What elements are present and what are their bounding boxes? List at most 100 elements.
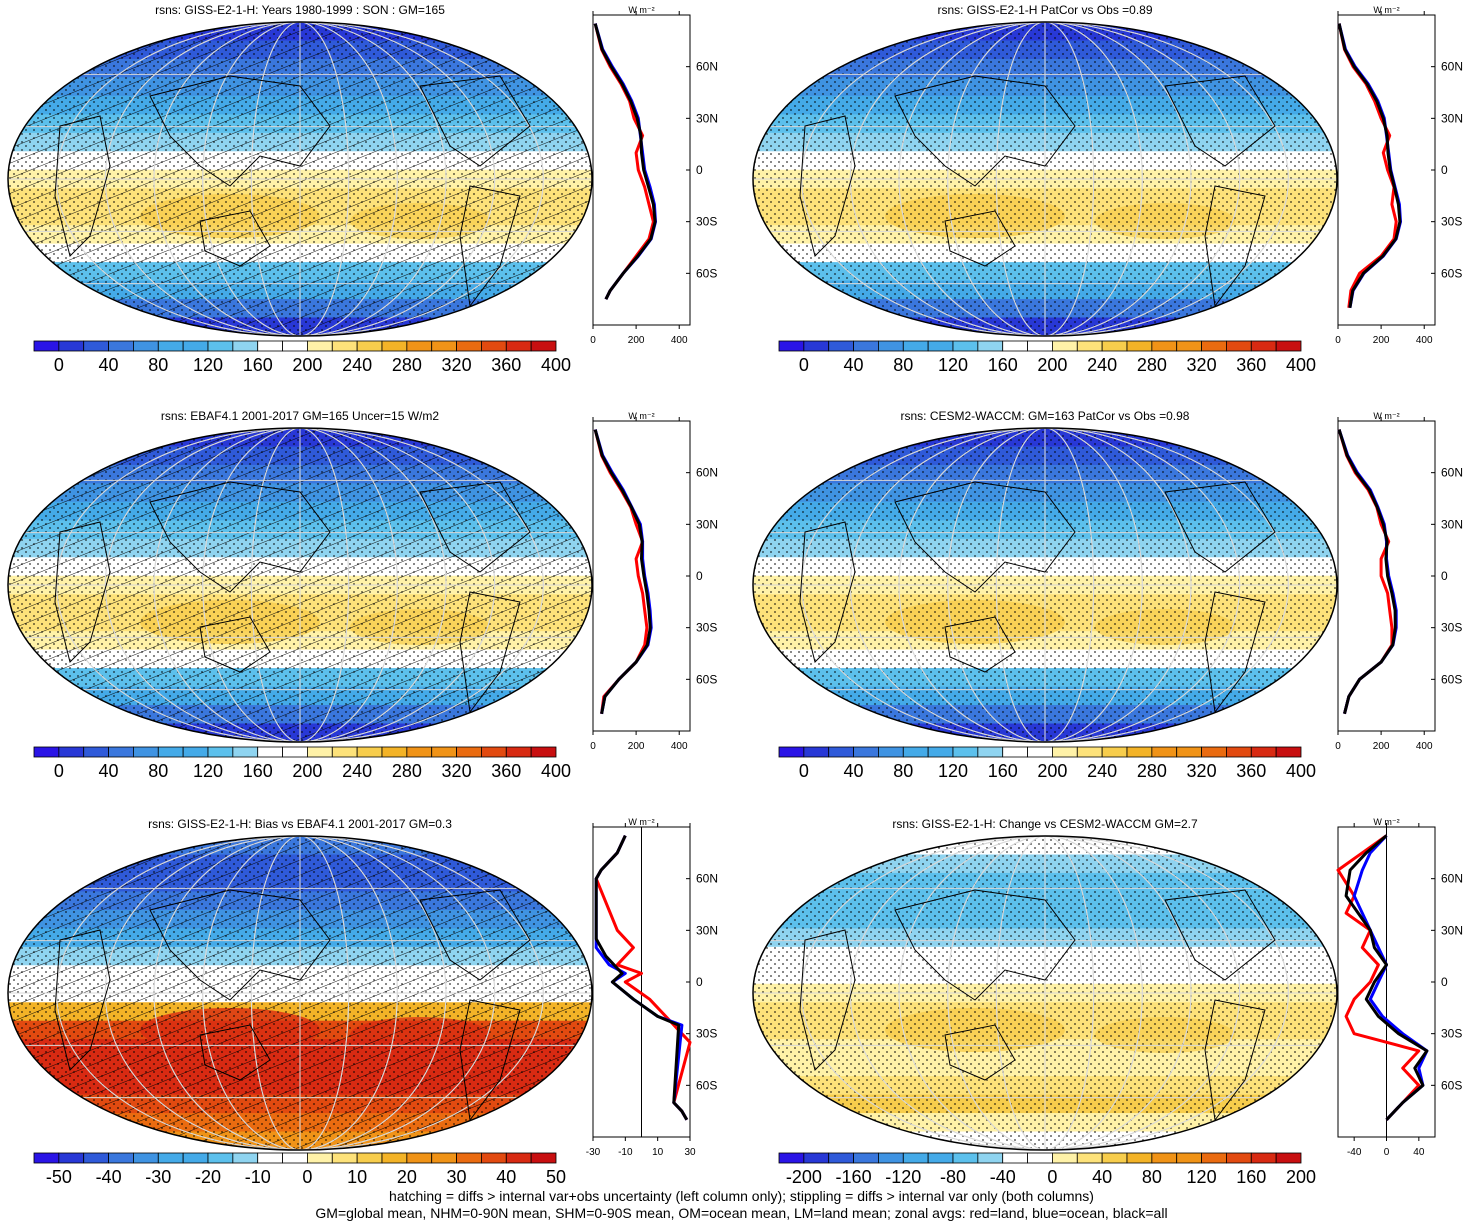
colorbar-swatch [1076, 340, 1103, 352]
colorbar-swatch [803, 1152, 830, 1164]
colorbar-swatch [307, 340, 333, 352]
panel-5-title: rsns: GISS-E2-1-H: Bias vs EBAF4.1 2001-… [148, 817, 452, 831]
panel-4: rsns: CESM2-WACCM: GM=163 PatCor vs Obs … [745, 406, 1483, 806]
colorbar-swatch [133, 746, 159, 758]
colorbar-tick-label: 120 [938, 355, 968, 375]
zonal-lat-tick: 30N [696, 517, 718, 531]
colorbar-swatch [828, 746, 854, 758]
colorbar-tick-label: 0 [302, 1167, 312, 1187]
zonal-x-tick: 200 [1373, 741, 1390, 752]
colorbar-swatch [431, 746, 457, 758]
colorbar-tick-label: -20 [195, 1167, 221, 1187]
zonal-lat-tick: 0 [1441, 163, 1448, 177]
colorbar-swatch [331, 1152, 358, 1164]
colorbar-tick-label: 120 [193, 761, 223, 781]
colorbar-tick-label: 200 [292, 355, 322, 375]
colorbar-swatch [257, 1152, 283, 1164]
colorbar-tick-label: 20 [397, 1167, 417, 1187]
panel-2: rsns: GISS-E2-1-H PatCor vs Obs =0.89 W … [745, 0, 1483, 400]
colorbar-swatch [530, 1152, 557, 1164]
zonal-lat-tick: 0 [696, 163, 703, 177]
colorbar-swatch [1027, 340, 1053, 352]
colorbar-swatch [58, 1152, 85, 1164]
colorbar-swatch [1250, 1152, 1277, 1164]
zonal-x-tick: 400 [671, 335, 688, 346]
panel-6-title: rsns: GISS-E2-1-H: Change vs CESM2-WACCM… [892, 817, 1198, 831]
colorbar-tick-label: 40 [496, 1167, 516, 1187]
zonal-lat-tick: 60S [1441, 672, 1462, 686]
colorbar-swatch [505, 1152, 532, 1164]
colorbar-swatch [878, 1152, 904, 1164]
colorbar-swatch [207, 1152, 234, 1164]
footer-line-2: GM=global mean, NHM=0-90N mean, SHM=0-90… [315, 1205, 1168, 1221]
zonal-lat-tick: 30N [696, 111, 718, 125]
colorbar-swatch [952, 746, 979, 758]
colorbar-swatch [977, 746, 1004, 758]
zonal-lat-tick: 30S [1441, 621, 1462, 635]
colorbar-swatch [1226, 746, 1252, 758]
zonal-series-line [593, 429, 652, 715]
zonal-x-tick: 400 [671, 741, 688, 752]
colorbar-tick-label: 50 [546, 1167, 566, 1187]
colorbar-swatch [530, 340, 557, 352]
colorbar-swatch [952, 340, 979, 352]
colorbar-swatch [878, 340, 904, 352]
zonal-lat-tick: 60N [696, 60, 718, 74]
colorbar-swatch [207, 340, 234, 352]
zonal-series-line [1337, 23, 1398, 308]
colorbar-swatch [481, 1152, 507, 1164]
panel-1: rsns: GISS-E2-1-H: Years 1980-1999 : SON… [0, 0, 740, 400]
panel-5-colorbar: -50 -40 -30 -20 -10 0 10 20 30 40 50 [33, 1152, 566, 1187]
colorbar-swatch [232, 1152, 259, 1164]
colorbar-swatch [1002, 340, 1028, 352]
colorbar-tick-label: 30 [447, 1167, 467, 1187]
panel-1-map [7, 21, 593, 337]
zonal-lat-tick: 0 [1441, 569, 1448, 583]
colorbar-swatch [456, 1152, 482, 1164]
zonal-lat-tick: 60N [696, 466, 718, 480]
colorbar-tick-label: 80 [148, 761, 168, 781]
colorbar-tick-label: 160 [1236, 1167, 1266, 1187]
colorbar-tick-label: 80 [1142, 1167, 1162, 1187]
zonal-unit-label: W m⁻² [628, 5, 654, 15]
colorbar-swatch [530, 746, 557, 758]
colorbar-swatch [157, 1152, 184, 1164]
zonal-series-line [593, 23, 657, 300]
colorbar-tick-label: -120 [885, 1167, 921, 1187]
colorbar-swatch [505, 340, 532, 352]
colorbar-swatch [1002, 1152, 1028, 1164]
zonal-x-tick: 10 [652, 1147, 664, 1158]
zonal-x-tick: 0 [1335, 741, 1341, 752]
colorbar-tick-label: 280 [1137, 761, 1167, 781]
colorbar-swatch [1250, 746, 1277, 758]
colorbar-swatch [1052, 746, 1078, 758]
panel-5: rsns: GISS-E2-1-H: Bias vs EBAF4.1 2001-… [0, 812, 740, 1187]
colorbar-swatch [133, 1152, 159, 1164]
colorbar-swatch [828, 340, 854, 352]
colorbar-swatch [778, 746, 805, 758]
colorbar-swatch [108, 340, 134, 352]
zonal-x-tick: 200 [1373, 335, 1390, 346]
panel-1-title: rsns: GISS-E2-1-H: Years 1980-1999 : SON… [155, 3, 445, 17]
colorbar-swatch [1151, 746, 1178, 758]
zonal-x-tick: 400 [1416, 741, 1433, 752]
colorbar-swatch [356, 340, 383, 352]
zonal-x-tick: 200 [628, 335, 645, 346]
colorbar-tick-label: 0 [799, 761, 809, 781]
colorbar-tick-label: -40 [96, 1167, 122, 1187]
colorbar-swatch [481, 340, 507, 352]
colorbar-swatch [1176, 1152, 1202, 1164]
colorbar-tick-label: 240 [1087, 355, 1117, 375]
colorbar-tick-label: 400 [541, 761, 571, 781]
zonal-x-tick: 30 [684, 1147, 696, 1158]
panel-3-colorbar: 0 40 80 120 160 200 240 280 320 360 400 [33, 746, 571, 781]
zonal-lat-tick: 30N [1441, 111, 1463, 125]
colorbar-swatch [1076, 746, 1103, 758]
colorbar-swatch [282, 746, 308, 758]
zonal-lat-tick: 30S [1441, 215, 1462, 229]
colorbar-swatch [1176, 746, 1202, 758]
colorbar-tick-label: 320 [1187, 355, 1217, 375]
colorbar-swatch [83, 1152, 109, 1164]
colorbar-swatch [1052, 1152, 1078, 1164]
colorbar-swatch [108, 746, 134, 758]
